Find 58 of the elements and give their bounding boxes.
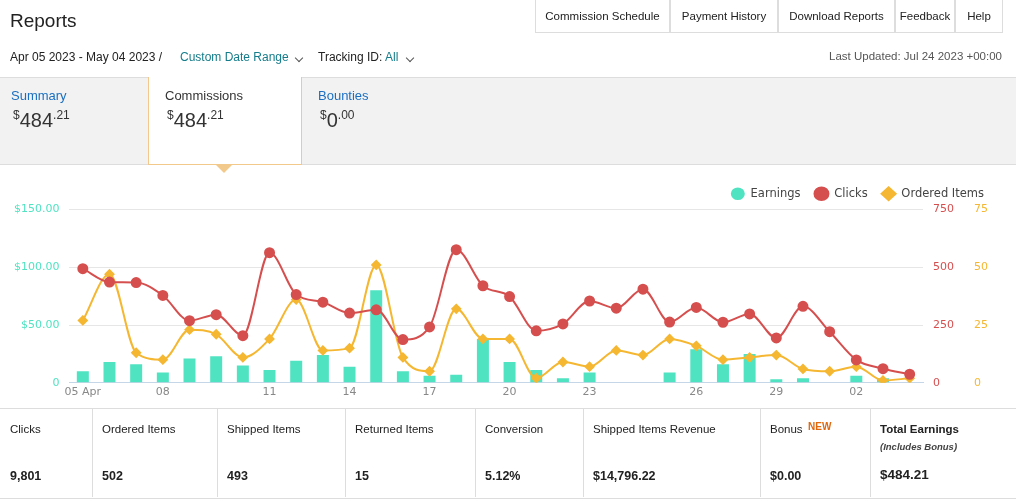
- y3-tick-label: 0: [974, 375, 981, 389]
- text: Summary: [11, 88, 67, 103]
- text: Payment History: [670, 0, 778, 33]
- text: Ordered Items: [102, 423, 176, 435]
- text: Returned Items: [355, 423, 434, 435]
- text: Conversion: [485, 423, 544, 435]
- text: $0.00: [770, 469, 802, 483]
- y2-tick-label: 250: [933, 317, 955, 331]
- x-tick-label: 14: [342, 385, 357, 399]
- text: Shipped Items Revenue: [593, 423, 716, 435]
- y2-tick-label: 0: [933, 375, 941, 389]
- text: 502: [102, 469, 123, 483]
- x-tick-label: 23: [582, 385, 597, 399]
- x-tick-label: 29: [769, 385, 784, 399]
- text: Help: [955, 0, 1003, 33]
- legend-label: Ordered Items: [901, 185, 985, 200]
- text: Tracking ID:: [318, 50, 383, 64]
- text: $^{$}$0$^{.00}$: [320, 108, 355, 132]
- text: 15: [355, 469, 369, 483]
- x-tick-label: 05 Apr: [64, 385, 102, 399]
- text: Clicks: [10, 423, 41, 435]
- y-tick-label: $50.00: [20, 317, 60, 331]
- text: $^{$}$484$^{.21}$: [13, 108, 70, 132]
- y-tick-label: $100.00: [13, 260, 60, 274]
- text: 5.12%: [485, 469, 521, 483]
- text: Feedback: [895, 0, 955, 33]
- y2-tick-label: 750: [933, 202, 955, 216]
- y3-tick-label: 75: [974, 202, 988, 216]
- text: 9,801: [10, 469, 42, 483]
- x-tick-label: 08: [155, 385, 170, 399]
- text: Commission Schedule: [535, 0, 670, 33]
- text: Total Earnings: [880, 423, 960, 435]
- x-tick-label: 20: [502, 385, 517, 399]
- legend-label: Clicks: [834, 185, 868, 200]
- text: Custom Date Range: [180, 50, 289, 64]
- x-tick-label: 02: [849, 385, 864, 399]
- y-tick-label: 0: [52, 375, 60, 389]
- text: (Includes Bonus): [880, 441, 958, 452]
- text: Shipped Items: [227, 423, 301, 435]
- chart-title: Reports: [10, 10, 77, 32]
- text: NEW: [808, 421, 832, 432]
- text: Bounties: [318, 88, 369, 103]
- text: All: [385, 50, 399, 64]
- y2-tick-label: 500: [933, 260, 955, 274]
- x-tick-label: 17: [422, 385, 437, 399]
- text: Apr 05 2023 - May 04 2023 /: [10, 50, 163, 64]
- text: Bonus: [770, 423, 803, 435]
- x-tick-label: 26: [689, 385, 704, 399]
- y3-tick-label: 25: [974, 317, 988, 331]
- text: $14,796.22: [593, 469, 656, 483]
- text: Last Updated: Jul 24 2023 +00:00: [829, 50, 1002, 62]
- y-tick-label: $150.00: [13, 202, 60, 216]
- text: 493: [227, 469, 248, 483]
- text: Download Reports: [778, 0, 895, 33]
- y3-tick-label: 50: [974, 260, 988, 274]
- legend-label: Earnings: [750, 185, 801, 200]
- x-tick-label: 11: [262, 385, 277, 399]
- text: $484.21: [880, 467, 929, 482]
